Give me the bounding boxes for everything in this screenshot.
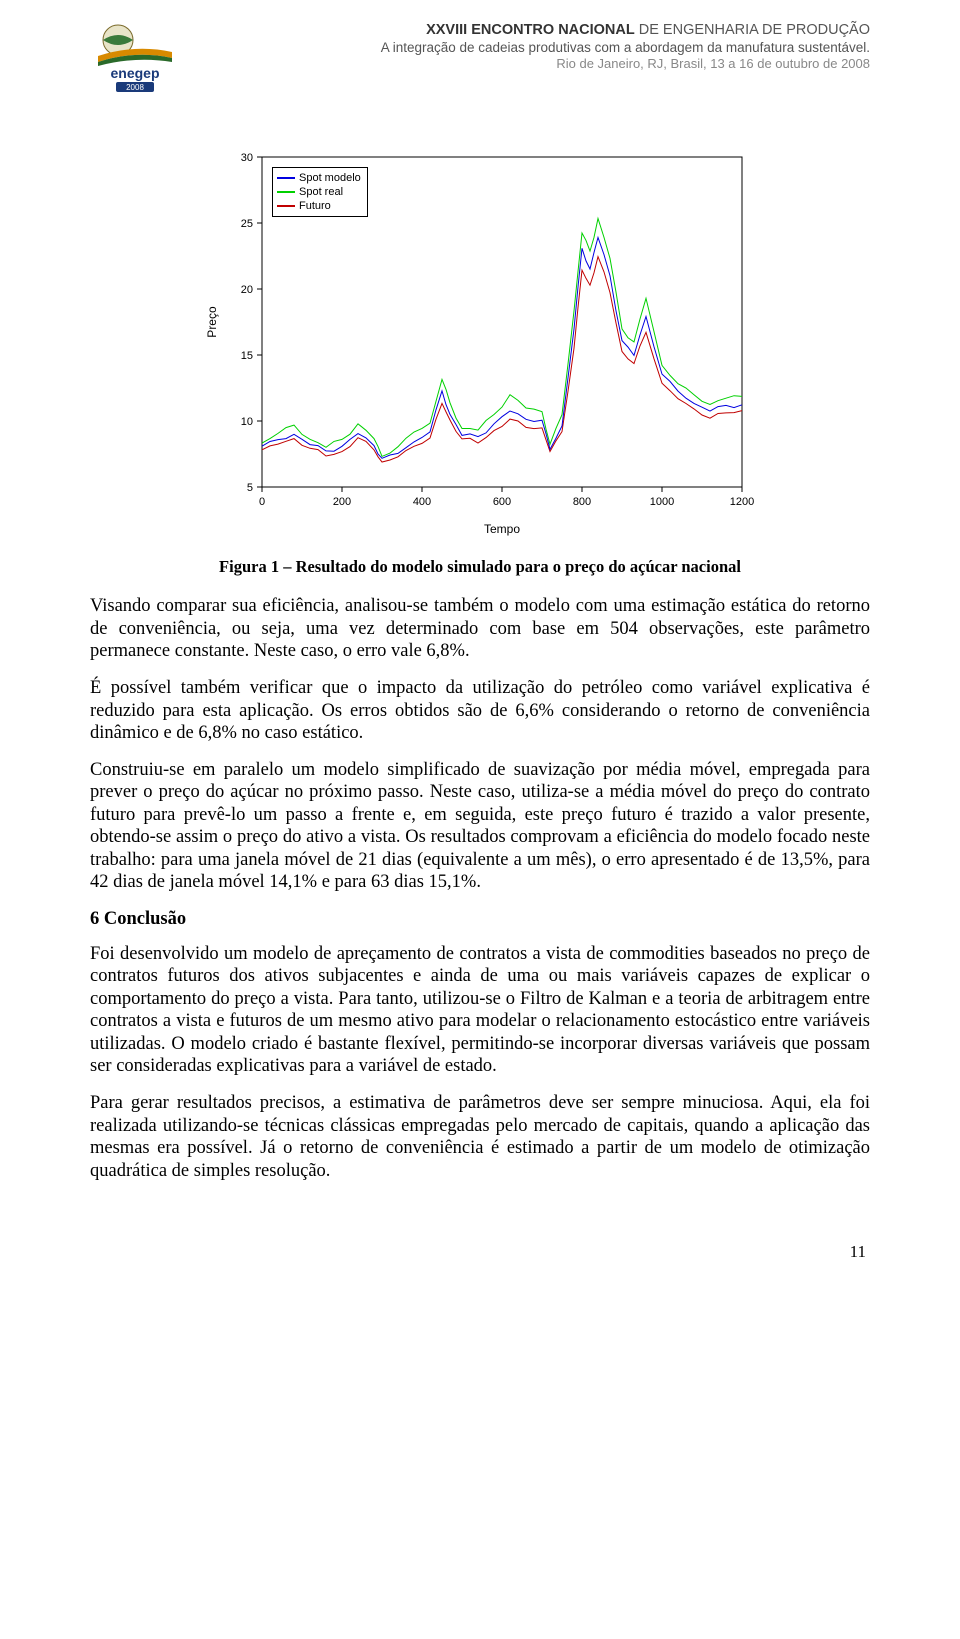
legend-swatch xyxy=(277,177,295,179)
header-title-bold: XXVIII ENCONTRO NACIONAL xyxy=(426,22,635,38)
figure-1: 0 200 400 600 800 1000 1200 5 10 15 20 25 30 Tempo Pre… xyxy=(90,139,870,546)
svg-text:2008: 2008 xyxy=(126,83,144,92)
paragraph-5: Para gerar resultados precisos, a estima… xyxy=(90,1092,870,1182)
svg-text:20: 20 xyxy=(241,284,253,296)
legend-label: Spot modelo xyxy=(299,171,361,185)
legend-item: Spot real xyxy=(277,185,361,199)
header-title-rest: DE ENGENHARIA DE PRODUÇÃO xyxy=(635,22,870,38)
header-subtitle: A integração de cadeias produtivas com a… xyxy=(192,40,870,56)
svg-text:25: 25 xyxy=(241,218,253,230)
paragraph-3: Construiu-se em paralelo um modelo simpl… xyxy=(90,759,870,894)
legend-item: Futuro xyxy=(277,199,361,213)
svg-text:5: 5 xyxy=(247,482,253,494)
svg-text:1200: 1200 xyxy=(730,496,754,508)
svg-text:0: 0 xyxy=(259,496,265,508)
svg-text:Tempo: Tempo xyxy=(484,522,520,536)
header-location: Rio de Janeiro, RJ, Brasil, 13 a 16 de o… xyxy=(192,56,870,72)
legend-swatch xyxy=(277,191,295,193)
svg-text:15: 15 xyxy=(241,350,253,362)
enegep-logo-icon: enegep 2008 xyxy=(90,22,180,92)
legend-label: Spot real xyxy=(299,185,343,199)
header-title: XXVIII ENCONTRO NACIONAL DE ENGENHARIA D… xyxy=(192,22,870,40)
legend-item: Spot modelo xyxy=(277,171,361,185)
legend-label: Futuro xyxy=(299,199,331,213)
chart-legend: Spot modeloSpot realFuturo xyxy=(272,167,368,217)
logo: enegep 2008 xyxy=(90,22,180,99)
chart-container: 0 200 400 600 800 1000 1200 5 10 15 20 25 30 Tempo Pre… xyxy=(200,139,760,539)
paragraph-1: Visando comparar sua eficiência, analiso… xyxy=(90,595,870,663)
svg-text:400: 400 xyxy=(413,496,431,508)
header-text-block: XXVIII ENCONTRO NACIONAL DE ENGENHARIA D… xyxy=(192,22,870,72)
section-6-heading: 6 Conclusão xyxy=(90,908,870,931)
svg-text:30: 30 xyxy=(241,152,253,164)
svg-text:600: 600 xyxy=(493,496,511,508)
page-number: 11 xyxy=(90,1242,870,1263)
paragraph-2: É possível também verificar que o impact… xyxy=(90,677,870,745)
svg-text:1000: 1000 xyxy=(650,496,674,508)
legend-swatch xyxy=(277,205,295,207)
svg-text:Preço: Preço xyxy=(205,306,219,338)
svg-text:800: 800 xyxy=(573,496,591,508)
page-header: enegep 2008 XXVIII ENCONTRO NACIONAL DE … xyxy=(90,22,870,99)
svg-text:enegep: enegep xyxy=(110,65,159,81)
paragraph-4: Foi desenvolvido um modelo de apreçament… xyxy=(90,943,870,1078)
svg-text:200: 200 xyxy=(333,496,351,508)
figure-caption: Figura 1 – Resultado do modelo simulado … xyxy=(90,557,870,577)
svg-text:10: 10 xyxy=(241,416,253,428)
